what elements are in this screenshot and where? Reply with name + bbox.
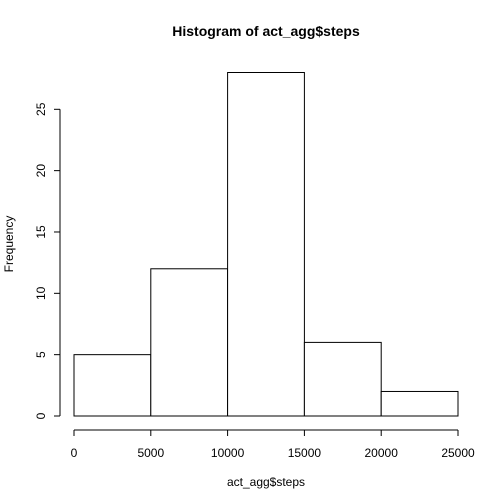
x-axis: 0 5000 10000 15000 20000 25000 [71, 429, 475, 460]
y-axis: 0 5 10 15 20 25 [34, 102, 61, 419]
x-tick-label-4: 20000 [365, 446, 399, 460]
x-axis-label: act_agg$steps [227, 475, 305, 489]
histogram-bar-4 [380, 390, 459, 417]
histogram-bar-2 [227, 72, 305, 417]
x-tick-label-2: 10000 [211, 446, 245, 460]
y-tick-label-4: 20 [34, 164, 48, 178]
x-tick-label-1: 5000 [137, 446, 164, 460]
histogram-bar-3 [303, 341, 382, 417]
x-tick-label-3: 15000 [288, 446, 322, 460]
y-tick-label-1: 5 [34, 351, 48, 358]
chart-title: Histogram of act_agg$steps [172, 23, 360, 39]
histogram-bar-1 [150, 268, 229, 417]
histogram-bars [73, 72, 459, 417]
y-tick-label-5: 25 [34, 102, 48, 116]
y-tick-label-2: 10 [34, 286, 48, 300]
y-tick-label-0: 0 [34, 412, 48, 419]
x-tick-label-5: 25000 [441, 446, 475, 460]
histogram-bar-0 [73, 354, 152, 417]
x-tick-label-0: 0 [71, 446, 78, 460]
y-axis-label: Frequency [2, 216, 16, 273]
y-tick-label-3: 15 [34, 225, 48, 239]
